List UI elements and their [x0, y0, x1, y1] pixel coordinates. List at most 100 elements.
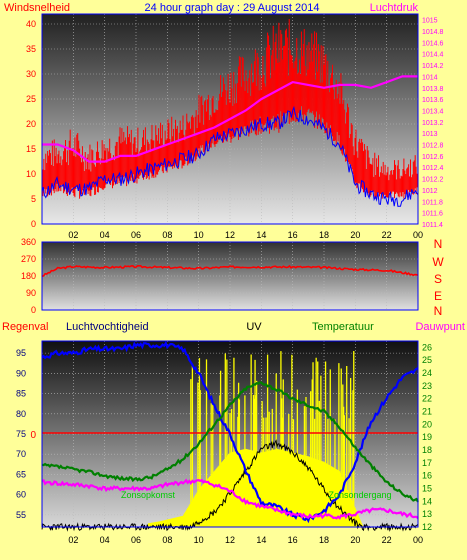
- temperature-tick-label-25: 25: [422, 355, 432, 365]
- direction-tick-label-0: 0: [31, 305, 36, 315]
- temperature-tick-label-12: 12: [422, 522, 432, 532]
- x-tick-label-14: 14: [256, 230, 266, 240]
- rain-zero-label: 0: [30, 430, 36, 441]
- temperature-tick-label-14: 14: [422, 496, 432, 506]
- x-tick-label-16: 16: [288, 535, 298, 545]
- wind-tick-label-10: 10: [26, 169, 36, 179]
- direction-grid: [42, 241, 418, 311]
- temperature-tick-label-22: 22: [422, 394, 432, 404]
- compass-label-w: W: [432, 255, 444, 269]
- x-axis-ticks-top: 02 04 06 08 10 12 14 16 18 20 22 00: [68, 230, 423, 240]
- x-tick-label-08: 08: [162, 535, 172, 545]
- humidity-tick-label-90: 90: [16, 368, 26, 378]
- temperature-tick-label-24: 24: [422, 368, 432, 378]
- x-tick-label-14: 14: [256, 535, 266, 545]
- pressure-tick-label: 1014: [422, 74, 438, 81]
- pressure-tick-label: 1012.4: [422, 165, 444, 172]
- pressure-tick-label: 1014.4: [422, 52, 444, 59]
- humidity-tick-label-95: 95: [16, 348, 26, 358]
- uv-line: [41, 439, 419, 532]
- temperature-line: [41, 381, 419, 503]
- legend-uv: UV: [246, 321, 262, 333]
- x-tick-label-02: 02: [68, 230, 78, 240]
- pressure-tick-label: 1012.2: [422, 177, 444, 184]
- wind-tick-label-20: 20: [26, 119, 36, 129]
- direction-tick-label-180: 180: [21, 271, 36, 281]
- x-tick-label-20: 20: [350, 535, 360, 545]
- legend-luchtvochtigheid: Luchtvochtigheid: [66, 321, 149, 333]
- wind-tick-label-35: 35: [26, 44, 36, 54]
- pressure-tick-label: 1013.2: [422, 120, 444, 127]
- x-tick-label-08: 08: [162, 230, 172, 240]
- compass-label-n: N: [434, 304, 443, 318]
- x-tick-label-10: 10: [194, 535, 204, 545]
- temperature-tick-label-17: 17: [422, 458, 432, 468]
- humidity-tick-label-85: 85: [16, 389, 26, 399]
- pressure-tick-label: 1011.4: [422, 222, 443, 229]
- pressure-tick-label: 1013.8: [422, 86, 444, 93]
- wind-tick-label-5: 5: [31, 194, 36, 204]
- pressure-tick-label: 1014.2: [422, 63, 444, 70]
- x-tick-label-04: 04: [100, 535, 110, 545]
- x-tick-label-06: 06: [131, 535, 141, 545]
- wind-average-line: [41, 105, 419, 207]
- legend-temperatuur: Temperatuur: [312, 321, 374, 333]
- dewpoint-line: [41, 478, 419, 520]
- x-tick-label-18: 18: [319, 535, 329, 545]
- direction-tick-label-360: 360: [21, 237, 36, 247]
- temperature-tick-label-18: 18: [422, 445, 432, 455]
- temperature-tick-label-15: 15: [422, 484, 432, 494]
- wind-direction-line: [41, 264, 419, 278]
- pressure-tick-label: 1014.6: [422, 40, 444, 47]
- right-axis-title: Luchtdruk: [370, 2, 419, 14]
- x-tick-label-00: 00: [413, 230, 423, 240]
- x-tick-label-06: 06: [131, 230, 141, 240]
- temperature-tick-label-20: 20: [422, 419, 432, 429]
- humidity-tick-label-65: 65: [16, 469, 26, 479]
- humidity-tick-label-75: 75: [16, 429, 26, 439]
- legend-dauwpunt: Dauwpunt: [415, 321, 465, 333]
- compass-label-s: S: [434, 272, 442, 286]
- x-tick-label-04: 04: [100, 230, 110, 240]
- direction-plot: [41, 264, 419, 278]
- legend-regenval: Regenval: [2, 321, 48, 333]
- temperature-tick-label-13: 13: [422, 509, 432, 519]
- direction-tick-label-90: 90: [26, 288, 36, 298]
- wind-axis-ticks: 0 5 10 15 20 25 30 35 40: [26, 19, 36, 229]
- pressure-tick-label: 1012: [422, 188, 438, 195]
- humidity-tick-label-80: 80: [16, 409, 26, 419]
- wind-direction-frame: [41, 241, 419, 311]
- x-tick-label-20: 20: [350, 230, 360, 240]
- temperature-tick-label-26: 26: [422, 342, 432, 352]
- temperature-tick-label-21: 21: [422, 407, 432, 417]
- pressure-tick-label: 1013: [422, 131, 438, 138]
- x-axis-ticks-bottom: 02 04 06 08 10 12 14 16 18 20 22 00: [68, 535, 423, 545]
- pressure-tick-label: 1012.8: [422, 143, 444, 150]
- pressure-tick-label: 1015: [422, 18, 438, 25]
- temperature-axis-ticks: 12 13 14 15 16 17 18 19 20 21 22 23 24 25 26: [422, 342, 432, 532]
- pressure-tick-label: 1014.8: [422, 29, 444, 36]
- humidity-tick-label-55: 55: [16, 510, 26, 520]
- x-tick-label-22: 22: [382, 230, 392, 240]
- sunrise-label: Zonsopkomst: [121, 490, 176, 500]
- pressure-tick-label: 1013.4: [422, 108, 444, 115]
- x-tick-label-12: 12: [225, 535, 235, 545]
- wind-tick-label-40: 40: [26, 19, 36, 29]
- humidity-axis-ticks: 55 60 65 70 75 80 85 90 95: [16, 348, 26, 520]
- x-tick-label-12: 12: [225, 230, 235, 240]
- wind-pressure-plot: [41, 19, 419, 207]
- humidity-line: [41, 340, 419, 524]
- wind-tick-label-25: 25: [26, 94, 36, 104]
- pressure-tick-label: 1011.8: [422, 199, 443, 206]
- weather-plot: [41, 340, 419, 532]
- weather-frame: [41, 340, 419, 528]
- compass-label-n: N: [434, 237, 443, 251]
- temperature-tick-label-23: 23: [422, 381, 432, 391]
- wind-tick-label-0: 0: [31, 219, 36, 229]
- wind-tick-label-15: 15: [26, 144, 36, 154]
- x-tick-label-16: 16: [288, 230, 298, 240]
- pressure-axis-ticks: 1011.4 1011.6 1011.8 1012 1012.2 1012.4 1012.6…: [422, 18, 444, 229]
